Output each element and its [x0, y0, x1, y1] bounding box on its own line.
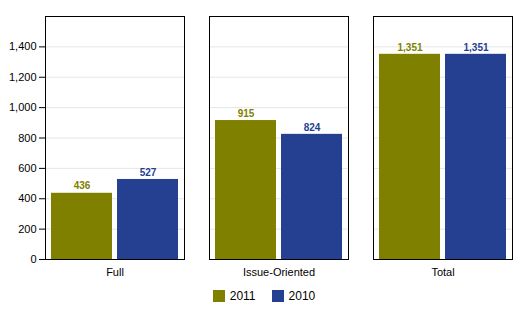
svg-text:1,400: 1,400 — [9, 40, 37, 52]
svg-text:400: 400 — [18, 192, 36, 204]
svg-text:Full: Full — [106, 266, 124, 278]
svg-text:824: 824 — [304, 122, 321, 133]
svg-text:800: 800 — [18, 132, 36, 144]
html-text:2011: 2011 — [229, 289, 256, 303]
svg-text:Issue-Oriented: Issue-Oriented — [243, 266, 315, 278]
svg-text:915: 915 — [238, 108, 255, 119]
svg-text:1,200: 1,200 — [9, 71, 37, 83]
svg-text:1,351: 1,351 — [397, 42, 422, 53]
svg-text:200: 200 — [18, 223, 36, 235]
svg-text:Total: Total — [431, 266, 454, 278]
svg-text:1,000: 1,000 — [9, 101, 37, 113]
svg-text:1,351: 1,351 — [463, 42, 488, 53]
svg-text:436: 436 — [74, 180, 91, 191]
svg-text:527: 527 — [140, 167, 157, 178]
svg-text:0: 0 — [30, 253, 36, 265]
svg-text:600: 600 — [18, 162, 36, 174]
html-text:2010: 2010 — [288, 289, 316, 303]
